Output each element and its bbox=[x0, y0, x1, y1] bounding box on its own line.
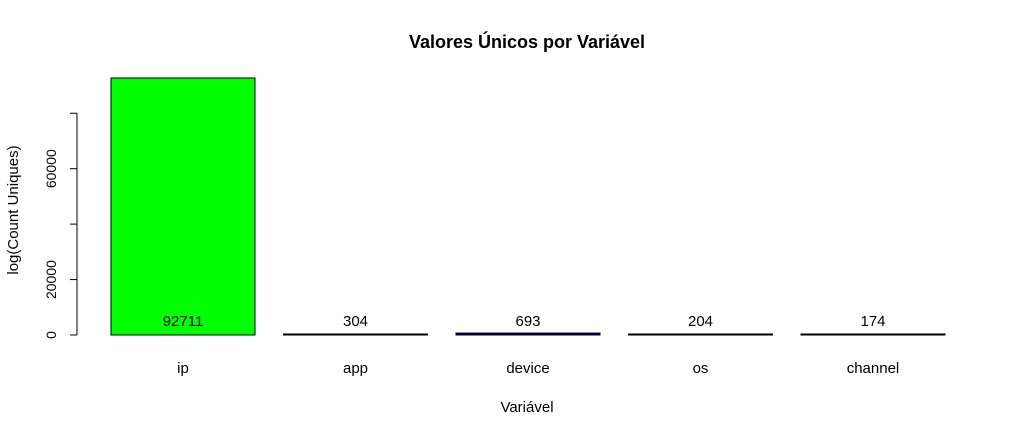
chart-title: Valores Únicos por Variável bbox=[409, 31, 645, 52]
bar-app bbox=[283, 333, 428, 336]
bar-ip bbox=[110, 77, 256, 336]
data-label-os: 204 bbox=[688, 313, 713, 330]
y-tick-label: 0 bbox=[43, 331, 59, 339]
bar-os bbox=[628, 333, 773, 336]
y-tick-label: 20000 bbox=[43, 260, 59, 299]
y-tick-label: 60000 bbox=[43, 149, 59, 188]
bar-device bbox=[455, 332, 601, 336]
category-label-channel: channel bbox=[847, 360, 900, 377]
bar-channel bbox=[800, 333, 946, 336]
category-label-ip: ip bbox=[177, 360, 189, 377]
data-label-device: 693 bbox=[515, 313, 540, 330]
data-labels: 92711 304 693 204 174 bbox=[163, 313, 886, 330]
data-label-ip: 92711 bbox=[163, 313, 204, 330]
category-label-device: device bbox=[506, 360, 549, 377]
x-axis-label: Variável bbox=[500, 399, 553, 416]
bars bbox=[110, 77, 946, 336]
category-label-os: os bbox=[693, 360, 709, 377]
data-label-channel: 174 bbox=[860, 313, 885, 330]
y-axis: 0 20000 60000 bbox=[43, 112, 78, 339]
category-labels: ip app device os channel bbox=[177, 360, 899, 377]
y-axis-label: log(Count Uniques) bbox=[5, 145, 22, 274]
data-label-app: 304 bbox=[343, 313, 368, 330]
category-label-app: app bbox=[343, 360, 368, 377]
